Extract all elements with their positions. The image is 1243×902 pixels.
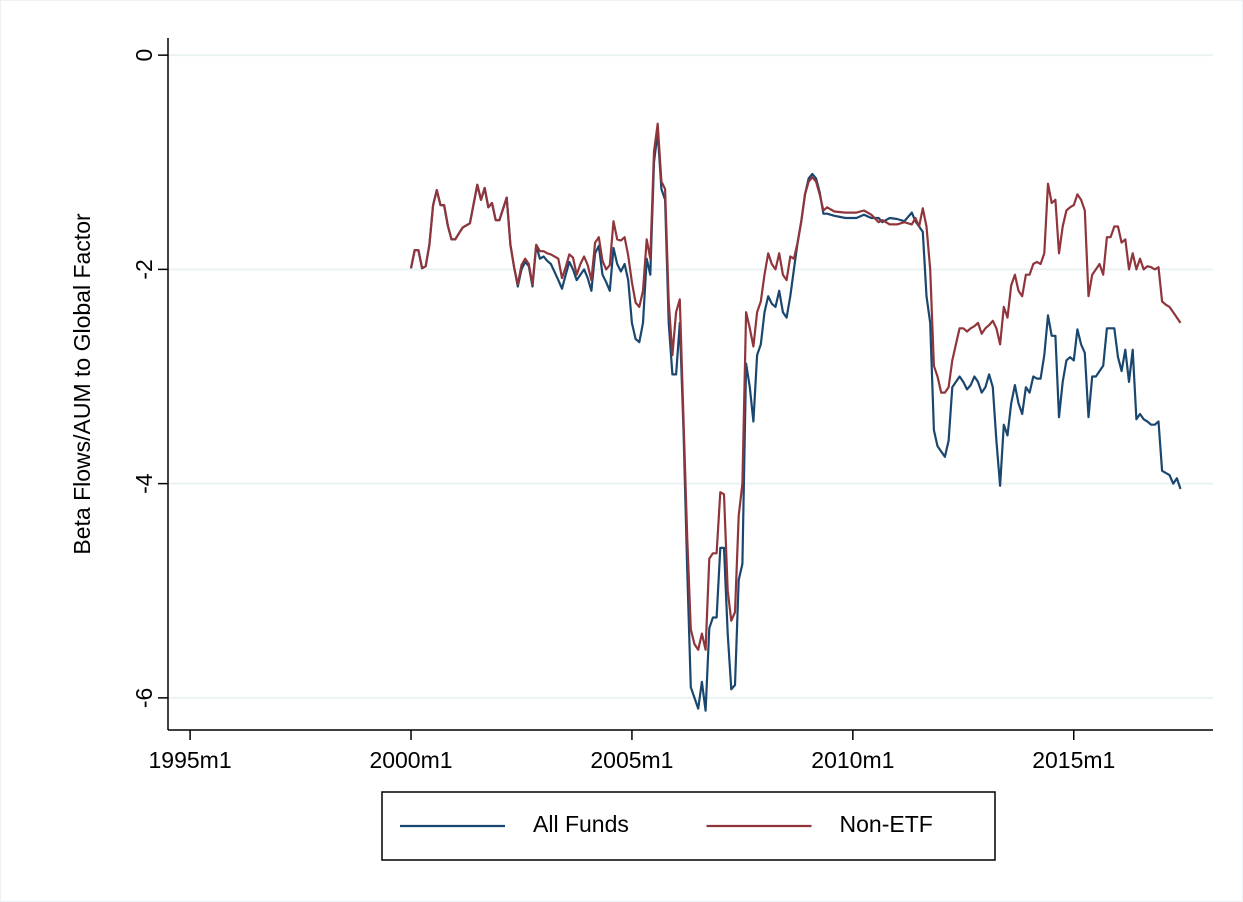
y-axis-label: Beta Flows/AUM to Global Factor	[69, 213, 95, 555]
data-line	[409, 131, 1182, 712]
legend-label: Non-ETF	[840, 811, 933, 837]
y-tick-label: 0	[131, 49, 157, 62]
y-tick-label: -6	[131, 688, 157, 708]
x-tick-label: 2000m1	[369, 747, 452, 773]
x-tick-label: 2010m1	[811, 747, 894, 773]
data-line	[409, 122, 1182, 651]
legend-label: All Funds	[533, 811, 629, 837]
y-tick-label: -4	[131, 473, 157, 494]
x-tick-label: 2005m1	[590, 747, 673, 773]
x-tick-label: 2015m1	[1032, 747, 1115, 773]
x-tick-label: 1995m1	[149, 747, 232, 773]
y-tick-label: -2	[131, 259, 157, 279]
